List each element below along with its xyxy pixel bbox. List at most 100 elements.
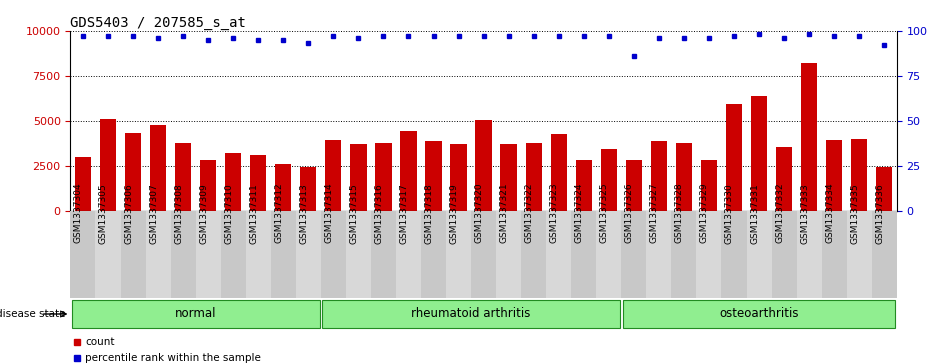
Bar <box>776 147 793 211</box>
Bar <box>847 211 871 298</box>
Text: GSM1337333: GSM1337333 <box>800 183 809 244</box>
Text: GSM1337331: GSM1337331 <box>750 183 759 244</box>
Bar <box>526 143 542 211</box>
Bar <box>500 144 516 211</box>
Bar <box>446 211 471 298</box>
Bar <box>400 131 417 211</box>
Bar <box>646 211 671 298</box>
Text: GSM1337312: GSM1337312 <box>274 183 284 244</box>
Text: GSM1337310: GSM1337310 <box>224 183 233 244</box>
Text: GSM1337318: GSM1337318 <box>424 183 434 244</box>
Bar <box>700 160 717 211</box>
Bar <box>346 211 371 298</box>
Text: GSM1337323: GSM1337323 <box>549 183 559 244</box>
Bar <box>576 160 592 211</box>
Bar <box>396 211 421 298</box>
Text: GSM1337319: GSM1337319 <box>450 183 458 244</box>
Bar <box>371 211 396 298</box>
Bar <box>625 160 642 211</box>
Text: GSM1337308: GSM1337308 <box>174 183 183 244</box>
Bar <box>726 103 742 211</box>
Bar <box>475 120 492 211</box>
Bar <box>221 211 246 298</box>
Text: GSM1337307: GSM1337307 <box>149 183 158 244</box>
Bar <box>321 211 346 298</box>
Bar <box>275 164 291 211</box>
Text: GSM1337314: GSM1337314 <box>324 183 333 244</box>
Bar <box>325 139 342 211</box>
Text: GSM1337328: GSM1337328 <box>675 183 684 244</box>
Bar <box>851 139 868 211</box>
Bar <box>721 211 747 298</box>
Text: GSM1337306: GSM1337306 <box>124 183 133 244</box>
Text: GSM1337316: GSM1337316 <box>375 183 383 244</box>
Bar <box>822 211 847 298</box>
Text: GSM1337325: GSM1337325 <box>600 183 608 244</box>
Text: GSM1337334: GSM1337334 <box>825 183 834 244</box>
Text: GSM1337335: GSM1337335 <box>850 183 859 244</box>
Bar <box>75 156 91 211</box>
Bar <box>651 141 667 211</box>
Bar <box>571 211 596 298</box>
Text: rheumatoid arthritis: rheumatoid arthritis <box>411 307 531 321</box>
Bar <box>747 211 772 298</box>
Bar <box>300 167 316 211</box>
Text: GSM1337313: GSM1337313 <box>300 183 308 244</box>
Bar <box>70 211 96 298</box>
Bar <box>796 211 822 298</box>
Text: percentile rank within the sample: percentile rank within the sample <box>85 353 261 363</box>
Text: GSM1337327: GSM1337327 <box>650 183 659 244</box>
Text: GSM1337309: GSM1337309 <box>199 183 208 244</box>
Bar <box>225 153 241 211</box>
Bar <box>622 211 646 298</box>
Text: GSM1337322: GSM1337322 <box>525 183 533 244</box>
Bar <box>826 140 842 211</box>
Text: GSM1337336: GSM1337336 <box>875 183 885 244</box>
Bar <box>676 143 692 211</box>
Text: GSM1337326: GSM1337326 <box>624 183 634 244</box>
Bar <box>697 211 721 298</box>
Text: GSM1337304: GSM1337304 <box>74 183 83 244</box>
Text: GSM1337329: GSM1337329 <box>700 183 709 244</box>
FancyBboxPatch shape <box>322 300 620 328</box>
Bar <box>521 211 546 298</box>
Text: GSM1337305: GSM1337305 <box>99 183 108 244</box>
Text: disease state: disease state <box>0 309 66 319</box>
Bar <box>171 211 195 298</box>
Text: count: count <box>85 337 115 347</box>
Bar <box>270 211 296 298</box>
Bar <box>671 211 697 298</box>
Text: osteoarthritis: osteoarthritis <box>719 307 799 321</box>
Text: normal: normal <box>175 307 216 321</box>
Bar <box>350 144 366 211</box>
FancyBboxPatch shape <box>71 300 319 328</box>
Bar <box>876 167 892 211</box>
Bar <box>146 211 171 298</box>
Bar <box>801 63 817 211</box>
Text: GSM1337330: GSM1337330 <box>725 183 734 244</box>
Text: GDS5403 / 207585_s_at: GDS5403 / 207585_s_at <box>70 16 246 30</box>
Bar <box>296 211 321 298</box>
FancyBboxPatch shape <box>623 300 896 328</box>
Bar <box>471 211 496 298</box>
Bar <box>546 211 571 298</box>
Text: GSM1337317: GSM1337317 <box>399 183 408 244</box>
Text: GSM1337311: GSM1337311 <box>249 183 258 244</box>
Bar <box>120 211 146 298</box>
Bar <box>601 150 617 211</box>
Text: GSM1337320: GSM1337320 <box>474 183 484 244</box>
Text: GSM1337315: GSM1337315 <box>349 183 359 244</box>
Bar <box>421 211 446 298</box>
Bar <box>451 144 467 211</box>
Text: GSM1337332: GSM1337332 <box>775 183 784 244</box>
Bar <box>175 143 192 211</box>
Bar <box>496 211 521 298</box>
Bar <box>100 119 116 211</box>
Bar <box>596 211 622 298</box>
Bar <box>150 125 166 211</box>
Bar <box>96 211 120 298</box>
Bar <box>195 211 221 298</box>
Bar <box>871 211 897 298</box>
Bar <box>550 134 567 211</box>
Bar <box>425 141 441 211</box>
